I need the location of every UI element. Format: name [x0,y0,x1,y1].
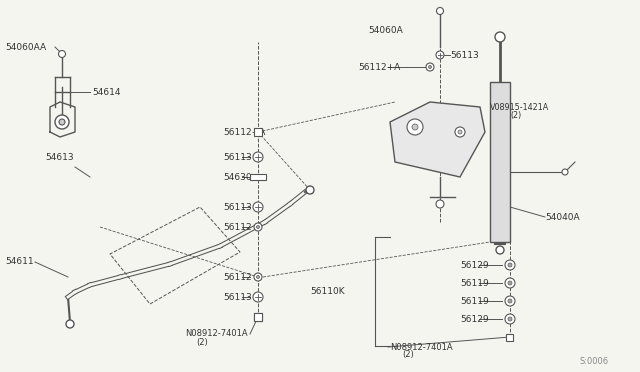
Circle shape [254,273,262,281]
Circle shape [59,119,65,125]
Circle shape [257,315,259,318]
Text: 56129: 56129 [460,314,488,324]
Text: 56112+A: 56112+A [358,62,400,71]
Circle shape [257,131,259,134]
Text: 56119: 56119 [460,279,489,288]
Circle shape [505,314,515,324]
Circle shape [505,296,515,306]
Text: 56110K: 56110K [310,286,345,295]
Text: 54613: 54613 [45,153,74,161]
Text: 54040A: 54040A [545,212,580,221]
Text: 56113: 56113 [223,153,252,161]
Circle shape [253,202,263,212]
Text: 56112+A: 56112+A [223,128,265,137]
Text: 56112: 56112 [223,273,252,282]
Bar [506,334,513,340]
Text: 56112: 56112 [223,222,252,231]
Circle shape [257,225,259,228]
Text: N08912-7401A: N08912-7401A [185,330,248,339]
Text: (2): (2) [402,350,413,359]
Circle shape [412,124,418,130]
Circle shape [257,315,259,318]
Text: S:0006: S:0006 [580,357,609,366]
Circle shape [306,186,314,194]
Circle shape [508,299,512,303]
Circle shape [505,278,515,288]
Circle shape [436,200,444,208]
Circle shape [426,63,434,71]
Circle shape [257,276,259,279]
Circle shape [458,130,462,134]
Text: N08912-7401A: N08912-7401A [390,343,452,352]
Circle shape [496,246,504,254]
Circle shape [429,65,431,68]
Text: 54611: 54611 [5,257,34,266]
Circle shape [562,169,568,175]
Text: 56113: 56113 [223,202,252,212]
Circle shape [455,127,465,137]
Circle shape [436,7,444,15]
Text: 54614: 54614 [92,87,120,96]
Circle shape [407,119,423,135]
Bar [490,82,510,242]
Circle shape [254,223,262,231]
Circle shape [66,320,74,328]
Text: V08915-1421A: V08915-1421A [490,103,549,112]
Circle shape [508,317,512,321]
Bar [254,128,262,136]
Text: 54060AA: 54060AA [5,42,46,51]
Polygon shape [390,102,485,177]
Text: 54630: 54630 [223,173,252,182]
Circle shape [58,51,65,58]
Text: 56129: 56129 [460,260,488,269]
Circle shape [509,336,511,339]
Text: 56113: 56113 [223,292,252,301]
Text: (2): (2) [196,337,208,346]
Bar [254,313,262,321]
Circle shape [495,32,505,42]
Circle shape [508,263,512,267]
Text: 56119: 56119 [460,296,489,305]
Circle shape [508,281,512,285]
Circle shape [436,51,444,59]
Circle shape [253,152,263,162]
Text: 54060A: 54060A [368,26,403,35]
Circle shape [505,260,515,270]
Circle shape [55,115,69,129]
Text: 56113: 56113 [450,51,479,60]
Bar [254,313,262,321]
Circle shape [253,292,263,302]
Text: (2): (2) [510,110,521,119]
Bar [250,174,266,180]
